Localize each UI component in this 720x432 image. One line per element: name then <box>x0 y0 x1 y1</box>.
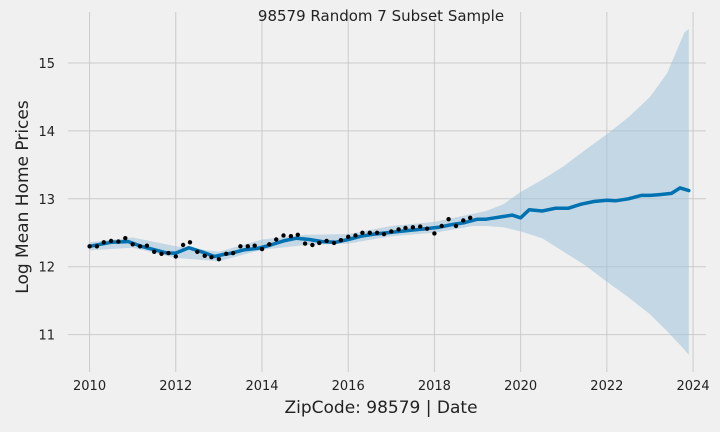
observed-point <box>381 231 387 237</box>
x-tick-label: 2016 <box>332 379 365 394</box>
observed-point <box>180 242 186 248</box>
observed-point <box>453 223 459 229</box>
observed-point <box>295 232 300 237</box>
observed-points-layer <box>87 215 473 262</box>
observed-point <box>324 238 329 244</box>
x-tick-label: 2014 <box>245 379 278 394</box>
x-tick-label: 2012 <box>159 379 192 394</box>
observed-point <box>281 233 286 238</box>
observed-point <box>403 225 408 231</box>
observed-point <box>396 227 401 232</box>
observed-point <box>116 239 121 244</box>
observed-point <box>166 250 171 256</box>
y-tick-label: 12 <box>38 261 55 276</box>
observed-point <box>252 243 257 248</box>
chart-title: 98579 Random 7 Subset Sample <box>258 7 504 25</box>
observed-point <box>389 229 394 234</box>
observed-point <box>130 242 135 247</box>
observed-point <box>310 242 315 248</box>
observed-point <box>209 255 214 260</box>
observed-point <box>238 244 243 249</box>
y-tick-label: 13 <box>38 193 55 208</box>
observed-point <box>461 218 466 223</box>
observed-point <box>202 253 207 258</box>
observed-point <box>87 244 92 249</box>
observed-point <box>274 237 279 242</box>
forecast-line-layer <box>87 186 691 259</box>
observed-point <box>230 250 236 256</box>
observed-point <box>424 226 430 231</box>
observed-point <box>288 234 294 239</box>
uncertainty-band-layer <box>89 29 689 355</box>
x-tick-label: 2020 <box>504 379 537 394</box>
observed-point <box>353 233 358 238</box>
observed-point <box>367 230 372 235</box>
observed-point <box>173 254 178 259</box>
observed-point <box>374 230 380 235</box>
x-tick-label: 2010 <box>73 379 106 394</box>
x-axis-label: ZipCode: 98579 | Date <box>284 398 477 418</box>
observed-point <box>108 238 114 244</box>
y-tick-label: 14 <box>38 125 55 140</box>
observed-point <box>346 234 351 239</box>
y-tick-label: 11 <box>38 329 55 344</box>
observed-point <box>410 225 416 230</box>
observed-point <box>187 240 193 245</box>
observed-point <box>101 240 107 245</box>
observed-point <box>137 244 143 249</box>
observed-point <box>360 230 365 235</box>
observed-point <box>331 240 337 246</box>
x-tick-label: 2024 <box>677 379 710 394</box>
observed-point <box>94 244 100 249</box>
observed-point <box>195 249 200 254</box>
observed-point <box>418 224 423 229</box>
tick-labels: 2010 2012 2014 2016 2018 2020 2022 2024 11 12 13 14… <box>38 57 709 394</box>
observed-point <box>224 251 229 256</box>
x-tick-label: 2022 <box>590 379 623 394</box>
observed-point <box>317 240 322 246</box>
observed-point <box>432 231 437 236</box>
observed-point <box>159 251 164 256</box>
observed-point <box>338 238 344 243</box>
observed-point <box>302 241 308 246</box>
y-tick-label: 15 <box>38 57 55 72</box>
observed-point <box>468 215 473 220</box>
observed-point <box>446 217 451 222</box>
observed-point <box>144 243 150 248</box>
forecast-line <box>87 186 691 259</box>
observed-point <box>123 236 128 241</box>
observed-point <box>267 242 272 247</box>
y-axis-label: Log Mean Home Prices <box>13 100 33 294</box>
observed-point <box>152 249 157 254</box>
x-tick-label: 2018 <box>418 379 451 394</box>
uncertainty-band <box>89 29 689 355</box>
observed-point <box>259 246 265 252</box>
observed-point <box>245 244 250 249</box>
observed-point <box>216 257 222 262</box>
observed-point <box>439 223 444 229</box>
